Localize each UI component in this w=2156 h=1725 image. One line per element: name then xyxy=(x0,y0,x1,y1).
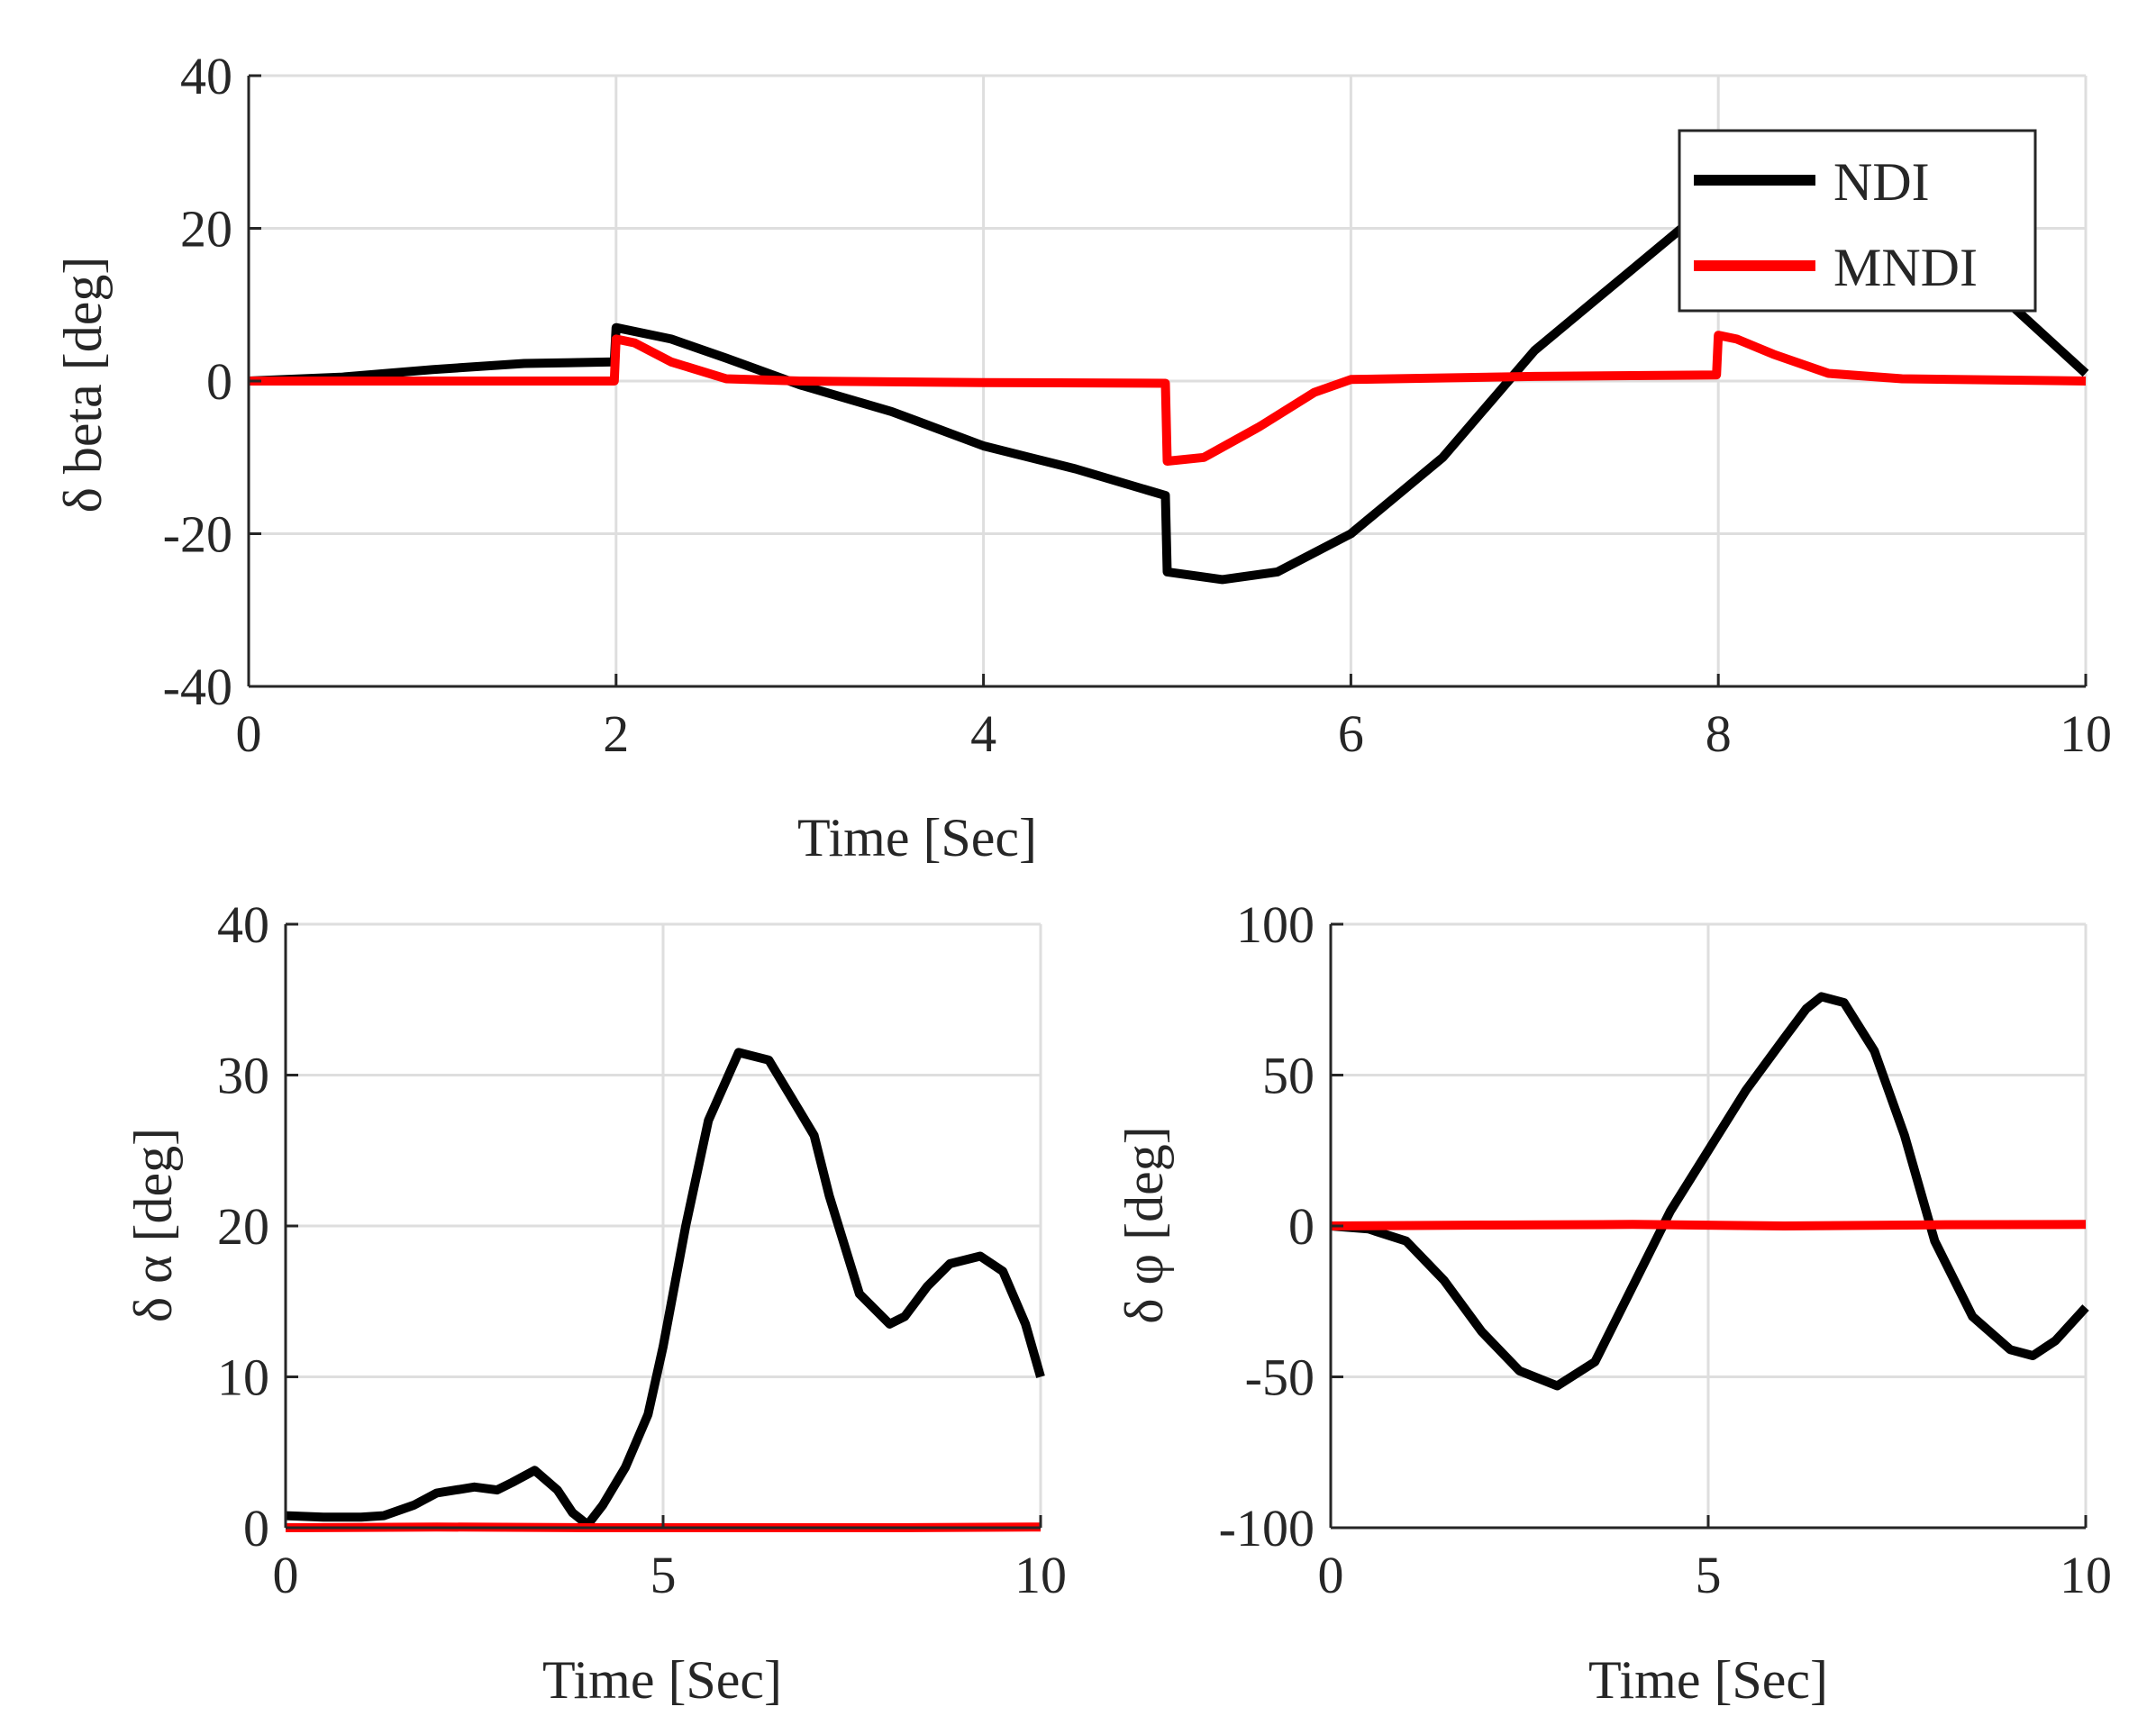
phi-series xyxy=(1330,992,2089,1391)
alpha-x-tick-label: 5 xyxy=(650,1546,677,1604)
beta-series-mndi-line xyxy=(249,331,2087,466)
legend-box xyxy=(1678,129,2037,313)
alpha-plot: 0 5 10 0 10 20 30 40 Time [Sec] δ α [deg] xyxy=(123,895,1067,1710)
alpha-y-tick-label: 30 xyxy=(217,1047,269,1105)
legend-mndi-label: MNDI xyxy=(1833,238,1978,297)
alpha-x-axis-label: Time [Sec] xyxy=(542,1650,782,1710)
alpha-y-tick-label: 40 xyxy=(217,895,269,954)
legend: NDI MNDI xyxy=(1678,129,2037,313)
beta-y-tick-label: -40 xyxy=(163,658,232,716)
beta-plot: 0 2 4 6 8 10 -40 -20 0 20 40 Time [Sec] δ beta [de… xyxy=(53,47,2112,867)
alpha-y-tick-label: 0 xyxy=(243,1499,269,1557)
phi-x-tick-label: 10 xyxy=(2060,1546,2112,1604)
beta-x-tick-label: 4 xyxy=(970,704,996,763)
alpha-grid xyxy=(286,922,1042,1528)
phi-y-tick-label: 0 xyxy=(1288,1197,1315,1256)
legend-ndi-label: NDI xyxy=(1833,152,1930,212)
alpha-axes xyxy=(284,922,1042,1530)
phi-y-tick-label: -50 xyxy=(1245,1348,1315,1407)
beta-x-tick-label: 2 xyxy=(603,704,629,763)
beta-tick-labels: 0 2 4 6 8 10 -40 -20 0 20 40 xyxy=(163,47,2112,763)
beta-x-tick-label: 6 xyxy=(1338,704,1364,763)
phi-plot: 0 5 10 -100 -50 0 50 100 Time [Sec] δ φ [deg] xyxy=(1114,895,2112,1710)
beta-y-tick-label: 40 xyxy=(180,47,232,105)
alpha-series-ndi-line xyxy=(285,1048,1045,1530)
beta-y-tick-label: -20 xyxy=(163,505,232,564)
alpha-y-tick-label: 10 xyxy=(217,1348,269,1407)
beta-x-axis-label: Time [Sec] xyxy=(797,808,1037,867)
beta-axes xyxy=(247,74,2088,688)
beta-y-tick-label: 0 xyxy=(206,352,232,411)
phi-y-tick-label: -100 xyxy=(1219,1499,1315,1557)
beta-y-axis-label: δ beta [deg] xyxy=(53,257,113,513)
phi-x-tick-label: 5 xyxy=(1696,1546,1722,1604)
phi-y-tick-label: 50 xyxy=(1262,1047,1315,1105)
alpha-y-axis-label: δ α [deg] xyxy=(123,1128,183,1322)
phi-series-mndi-line xyxy=(1330,1220,2087,1230)
alpha-x-tick-label: 0 xyxy=(273,1546,299,1604)
phi-tick-labels: 0 5 10 -100 -50 0 50 100 xyxy=(1219,895,2112,1604)
phi-y-axis-label: δ φ [deg] xyxy=(1114,1126,1174,1324)
alpha-x-tick-label: 10 xyxy=(1014,1546,1067,1604)
alpha-tick-labels: 0 5 10 0 10 20 30 40 xyxy=(217,895,1067,1604)
beta-y-tick-label: 20 xyxy=(180,200,232,259)
phi-y-tick-label: 100 xyxy=(1236,895,1315,954)
beta-x-tick-label: 10 xyxy=(2060,704,2112,763)
phi-series-ndi-line xyxy=(1330,992,2089,1391)
beta-x-tick-label: 0 xyxy=(236,704,262,763)
phi-x-axis-label: Time [Sec] xyxy=(1588,1650,1828,1710)
beta-x-tick-label: 8 xyxy=(1706,704,1732,763)
phi-x-tick-label: 0 xyxy=(1318,1546,1344,1604)
alpha-y-tick-label: 20 xyxy=(217,1197,269,1256)
phi-axes xyxy=(1329,922,2088,1530)
